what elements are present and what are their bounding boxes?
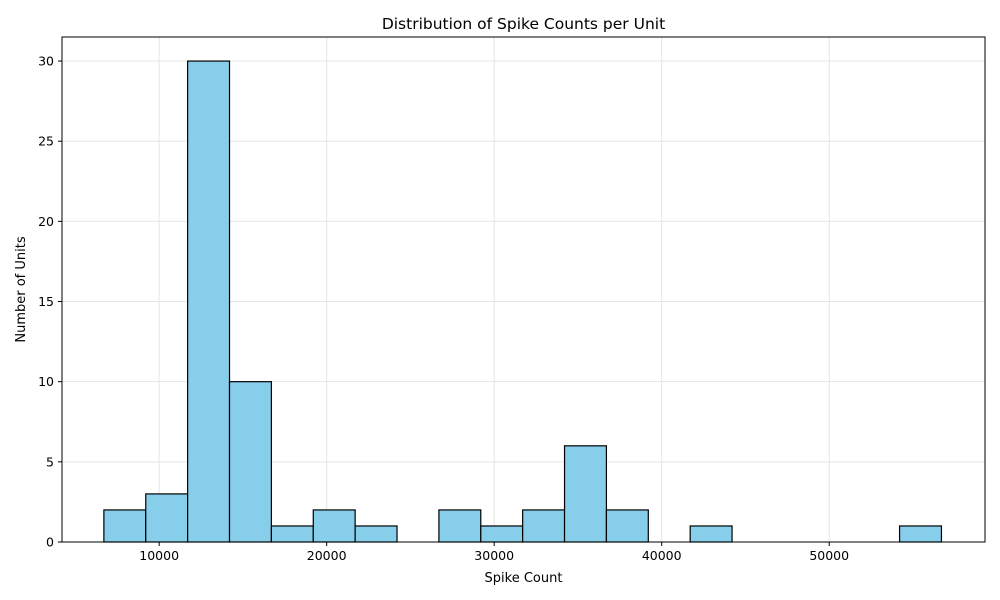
bars-layer [103,60,943,543]
x-tick-label: 50000 [809,548,849,563]
y-tick-label: 10 [38,374,54,389]
y-tick-label: 30 [38,54,54,69]
histogram-bar [563,445,608,543]
y-tick-label: 25 [38,134,54,149]
ticks-layer: 10000 20000 30000 40000 50000 0 5 10 15 20 25 30 [38,54,849,563]
y-tick-label: 20 [38,214,54,229]
histogram-bar [605,509,649,543]
histogram-bar [480,525,524,543]
y-tick-label: 5 [46,454,54,469]
y-tick-label: 0 [46,535,54,550]
histogram-bar [354,525,398,543]
histogram-bar [898,525,943,543]
x-tick-label: 30000 [474,548,514,563]
histogram-bar [312,509,356,543]
histogram-bar [438,509,482,543]
y-tick-label: 15 [38,294,54,309]
x-tick-label: 40000 [642,548,682,563]
histogram-bar [228,381,272,543]
histogram-bar [689,525,733,543]
x-tick-label: 10000 [139,548,179,563]
histogram-bar [522,509,566,543]
x-tick-label: 20000 [307,548,347,563]
axes-layer [61,36,986,543]
chart-title: Distribution of Spike Counts per Unit [382,15,665,33]
y-axis-label: Number of Units [14,236,29,342]
histogram-bar [187,60,231,543]
x-axis-label: Spike Count [485,571,563,586]
histogram-bar [270,525,314,543]
histogram-bar [103,509,147,543]
histogram-bar [145,493,189,543]
plot-frame [61,36,986,543]
